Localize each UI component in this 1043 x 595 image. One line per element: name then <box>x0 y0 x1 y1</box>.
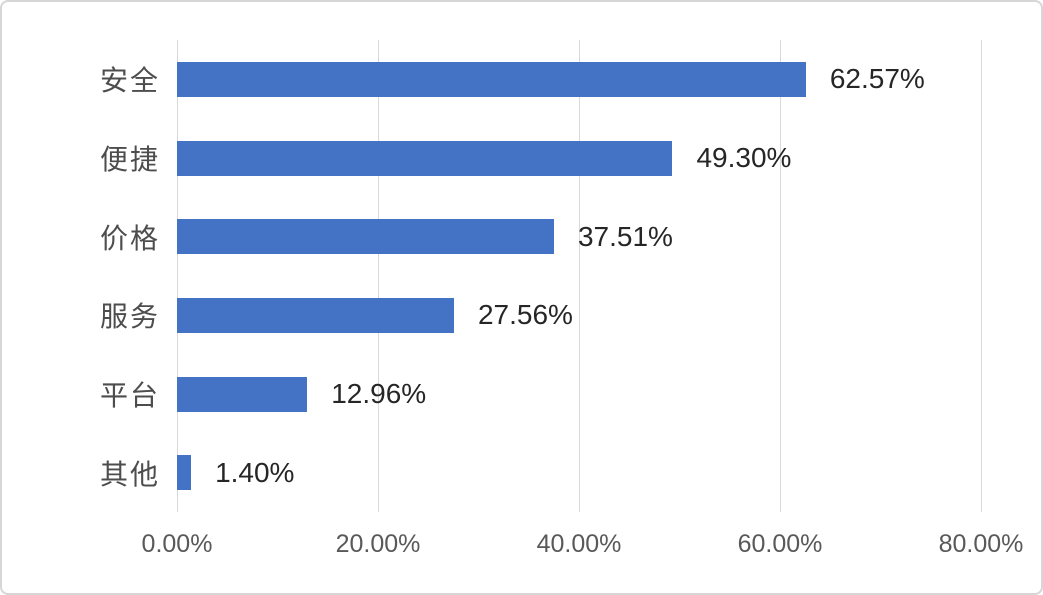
gridline <box>780 40 781 512</box>
bar <box>177 297 454 333</box>
bar-rows: 安全 62.57% 便捷 49.30% 价格 37.51% 服务 27.56% 平台 12.96%… <box>2 40 1041 512</box>
x-tick-label: 20.00% <box>335 530 421 558</box>
data-label: 49.30% <box>696 142 792 173</box>
bar <box>177 376 308 412</box>
data-label: 27.56% <box>477 299 573 331</box>
data-label: 1.40% <box>215 456 295 488</box>
chart-row: 服务 27.56% <box>2 276 1041 355</box>
x-tick-label: 0.00% <box>141 530 213 558</box>
gridline <box>981 40 982 512</box>
chart-row: 价格 37.51% <box>2 197 1041 276</box>
category-label: 安全 <box>99 65 160 97</box>
chart-row: 平台 12.96% <box>2 355 1041 434</box>
category-label: 服务 <box>99 301 160 333</box>
category-label: 便捷 <box>99 144 160 175</box>
gridline <box>579 40 580 512</box>
data-label: 62.57% <box>829 63 925 95</box>
gridlines-layer <box>177 40 982 512</box>
chart-row: 便捷 49.30% <box>2 119 1041 198</box>
x-axis: 0.00% 20.00% 40.00% 60.00% 80.00% <box>2 530 1041 570</box>
x-tick-label: 60.00% <box>737 530 823 558</box>
category-label: 价格 <box>99 222 160 254</box>
bar <box>177 140 673 176</box>
category-label: 其他 <box>99 458 160 490</box>
data-label: 37.51% <box>577 220 673 252</box>
category-label: 平台 <box>99 380 160 412</box>
gridline <box>177 40 178 512</box>
x-tick-label: 40.00% <box>536 530 622 558</box>
data-label: 12.96% <box>331 378 427 410</box>
bar <box>177 61 806 97</box>
chart-row: 安全 62.57% <box>2 40 1041 119</box>
x-tick-label: 80.00% <box>938 530 1024 558</box>
gridline <box>378 40 379 512</box>
chart-row: 其他 1.40% <box>2 433 1041 512</box>
bar <box>177 219 554 255</box>
bar <box>177 455 192 491</box>
